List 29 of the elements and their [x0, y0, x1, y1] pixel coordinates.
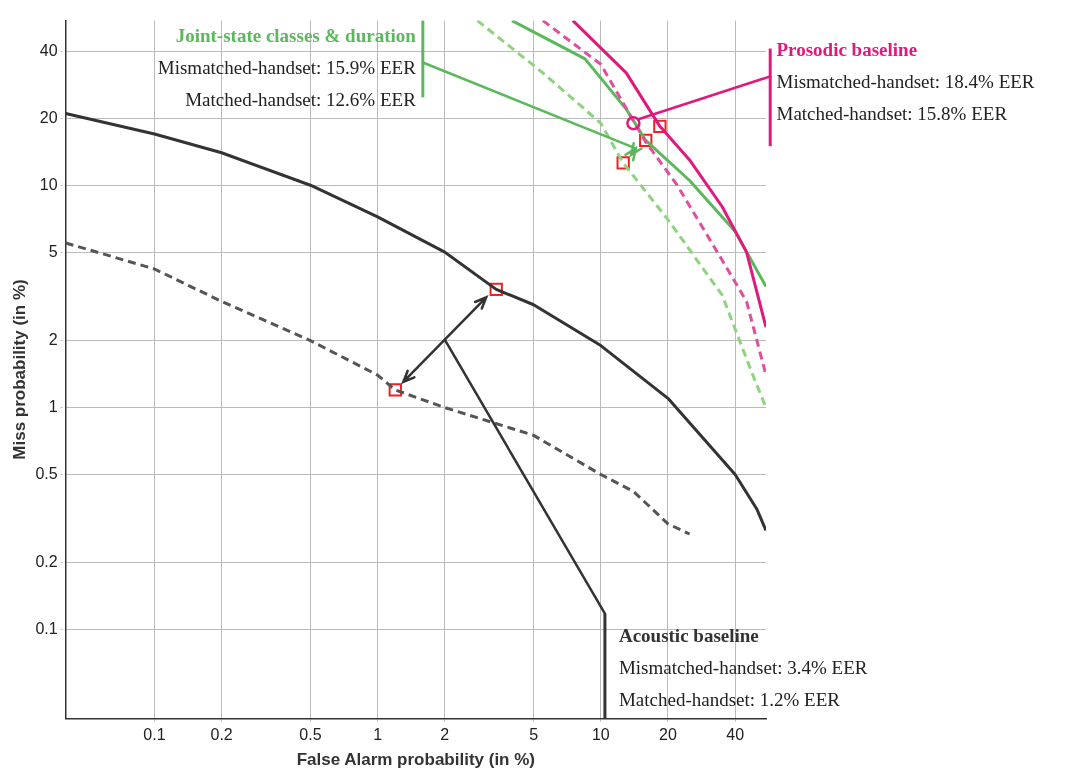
- x-tick-label: 10: [591, 726, 610, 744]
- y-axis-title: Miss probability (in %): [9, 279, 29, 460]
- x-tick-label: 0.1: [143, 726, 166, 744]
- y-tick-label: 5: [48, 242, 58, 260]
- annotation: Mismatched-handset: 3.4% EER: [618, 657, 868, 679]
- x-tick-label: 0.5: [299, 726, 322, 744]
- x-axis-title: False Alarm probability (in %): [296, 750, 535, 770]
- annotation: Mismatched-handset: 15.9% EER: [157, 57, 417, 79]
- y-tick-label: 40: [39, 41, 58, 59]
- annotation: Matched-handset: 1.2% EER: [618, 689, 841, 711]
- x-tick-label: 1: [373, 726, 383, 744]
- x-tick-label: 5: [529, 726, 539, 744]
- x-tick-label: 20: [659, 726, 677, 744]
- y-tick-label: 2: [48, 331, 58, 349]
- y-tick-label: 10: [39, 175, 58, 193]
- annotation: Prosodic baseline: [776, 38, 918, 60]
- x-tick-label: 2: [440, 726, 450, 744]
- y-tick-label: 0.2: [35, 553, 58, 571]
- y-tick-label: 1: [48, 397, 58, 415]
- x-tick-label: 40: [726, 726, 745, 744]
- y-tick-label: 20: [39, 108, 58, 126]
- text: Matched-handset: 15.8% EER: [776, 103, 1008, 125]
- y-tick-label: 0.1: [35, 620, 58, 638]
- annotation: Joint-state classes & duration: [175, 24, 417, 46]
- annotation: Matched-handset: 12.6% EER: [185, 89, 417, 111]
- x-tick-label: 0.2: [210, 726, 233, 744]
- y-tick-label: 0.5: [35, 464, 58, 482]
- text: Mismatched-handset: 18.4% EER: [776, 71, 1035, 93]
- annotation: Acoustic baseline: [618, 625, 759, 647]
